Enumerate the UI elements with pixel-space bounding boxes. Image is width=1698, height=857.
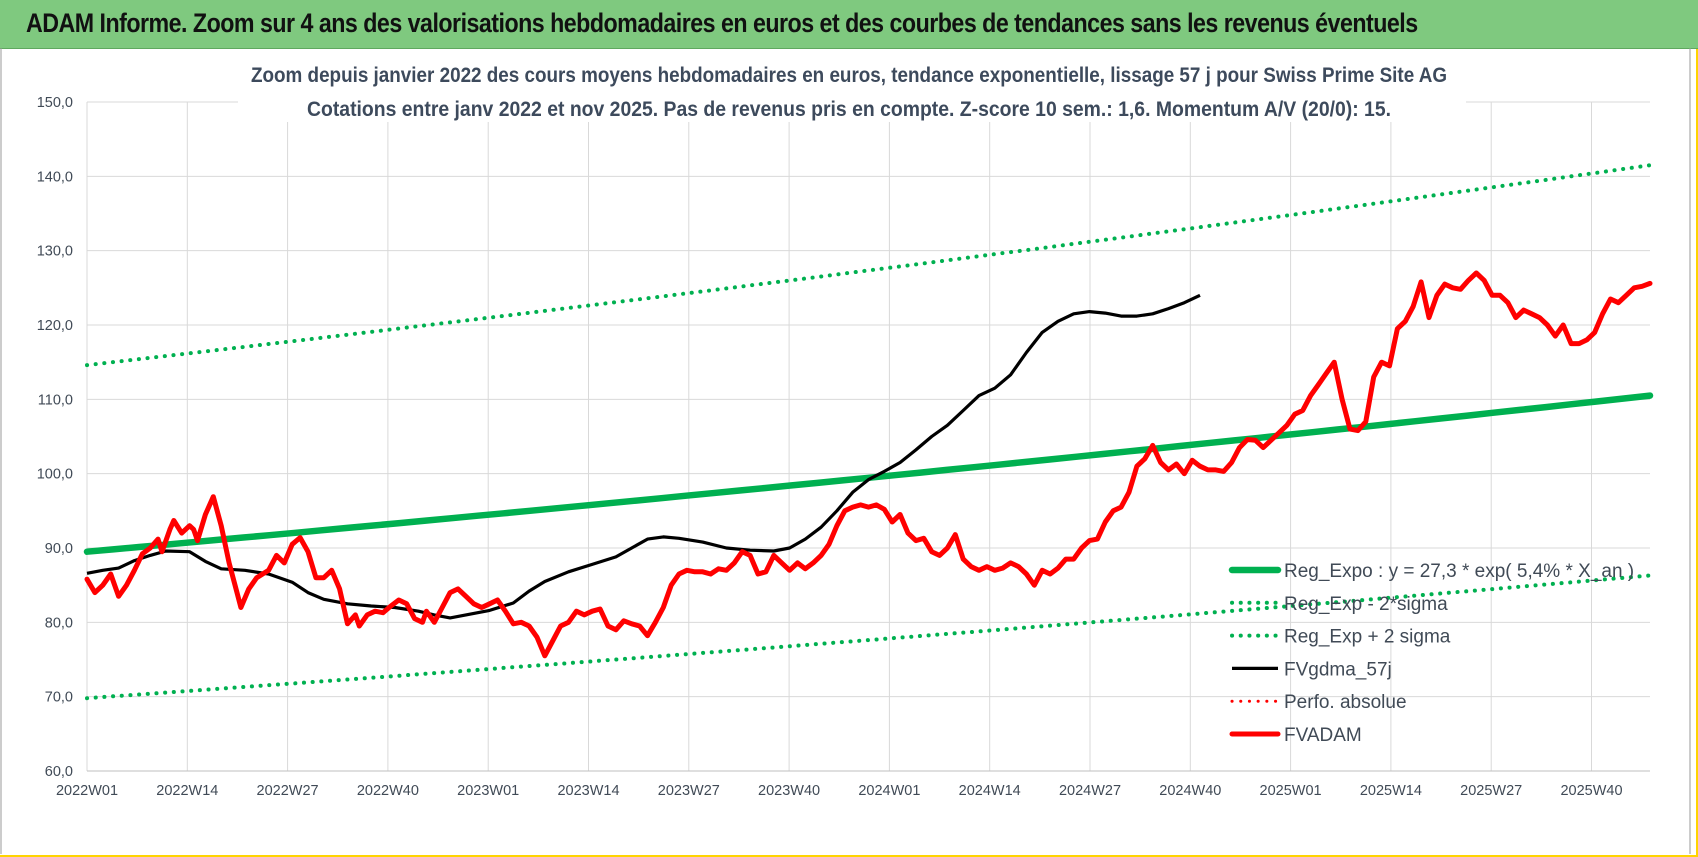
chart-gridlines bbox=[86, 101, 1650, 772]
legend-label-2: Reg_Exp + 2 sigma bbox=[1284, 627, 1451, 648]
series-line-3 bbox=[86, 293, 1201, 620]
y-tick-label: 130,0 bbox=[37, 244, 73, 260]
x-tick-label: 2024W40 bbox=[1159, 783, 1221, 799]
y-tick-label: 60,0 bbox=[45, 764, 73, 780]
y-tick-label: 140,0 bbox=[37, 169, 73, 185]
x-tick-label: 2022W27 bbox=[257, 783, 319, 799]
chart-titles: Zoom depuis janvier 2022 des cours moyen… bbox=[238, 62, 1466, 122]
x-tick-label: 2025W01 bbox=[1260, 783, 1322, 799]
y-tick-label: 100,0 bbox=[37, 467, 73, 483]
y-tick-label: 120,0 bbox=[37, 318, 73, 334]
legend-label-5: FVADAM bbox=[1284, 725, 1362, 746]
line-chart: 60,0 70,0 80,0 90,0 100,0 110,0 120,0 130,0 140,… bbox=[0, 48, 1691, 854]
legend-label-0: Reg_Expo : y = 27,3 * exp( 5,4% * X_an ) bbox=[1284, 561, 1634, 582]
chart-series bbox=[83, 163, 1654, 701]
report-banner: ADAM Informe. Zoom sur 4 ans des valoris… bbox=[0, 0, 1698, 49]
legend-label-4: Perfo. absolue bbox=[1284, 692, 1407, 713]
y-tick-label: 150,0 bbox=[37, 95, 73, 111]
x-tick-label: 2022W01 bbox=[56, 783, 118, 799]
x-tick-label: 2023W14 bbox=[557, 783, 619, 799]
x-tick-label: 2025W27 bbox=[1460, 783, 1522, 799]
x-tick-label: 2023W40 bbox=[758, 783, 820, 799]
x-tick-label: 2024W27 bbox=[1059, 783, 1121, 799]
x-tick-label: 2025W40 bbox=[1560, 783, 1622, 799]
chart-axes: 60,0 70,0 80,0 90,0 100,0 110,0 120,0 130,0 140,… bbox=[0, 48, 1691, 854]
series-line-5 bbox=[84, 270, 1653, 659]
x-tick-label: 2024W14 bbox=[959, 783, 1021, 799]
chart-legend: Reg_Expo : y = 27,3 * exp( 5,4% * X_an )… bbox=[1228, 561, 1634, 746]
legend-label-1: Reg_Exp - 2*sigma bbox=[1284, 594, 1448, 615]
x-tick-label: 2022W14 bbox=[156, 783, 218, 799]
chart-title: Zoom depuis janvier 2022 des cours moyen… bbox=[251, 64, 1447, 87]
series-line-2 bbox=[85, 163, 1652, 368]
report-title: ADAM Informe. Zoom sur 4 ans des valoris… bbox=[26, 8, 1418, 38]
chart-subtitle: Cotations entre janv 2022 et nov 2025. P… bbox=[307, 98, 1391, 121]
series-line-1 bbox=[85, 573, 1652, 701]
x-tick-label: 2025W14 bbox=[1360, 783, 1422, 799]
x-tick-label: 2022W40 bbox=[357, 783, 419, 799]
y-tick-label: 90,0 bbox=[45, 541, 73, 557]
legend-label-3: FVgdma_57j bbox=[1284, 659, 1392, 680]
y-tick-label: 110,0 bbox=[38, 392, 73, 408]
y-tick-label: 70,0 bbox=[45, 690, 73, 706]
y-tick-label: 80,0 bbox=[45, 615, 73, 631]
x-tick-label: 2023W27 bbox=[658, 783, 720, 799]
x-tick-label: 2023W01 bbox=[457, 783, 519, 799]
x-tick-label: 2024W01 bbox=[858, 783, 920, 799]
